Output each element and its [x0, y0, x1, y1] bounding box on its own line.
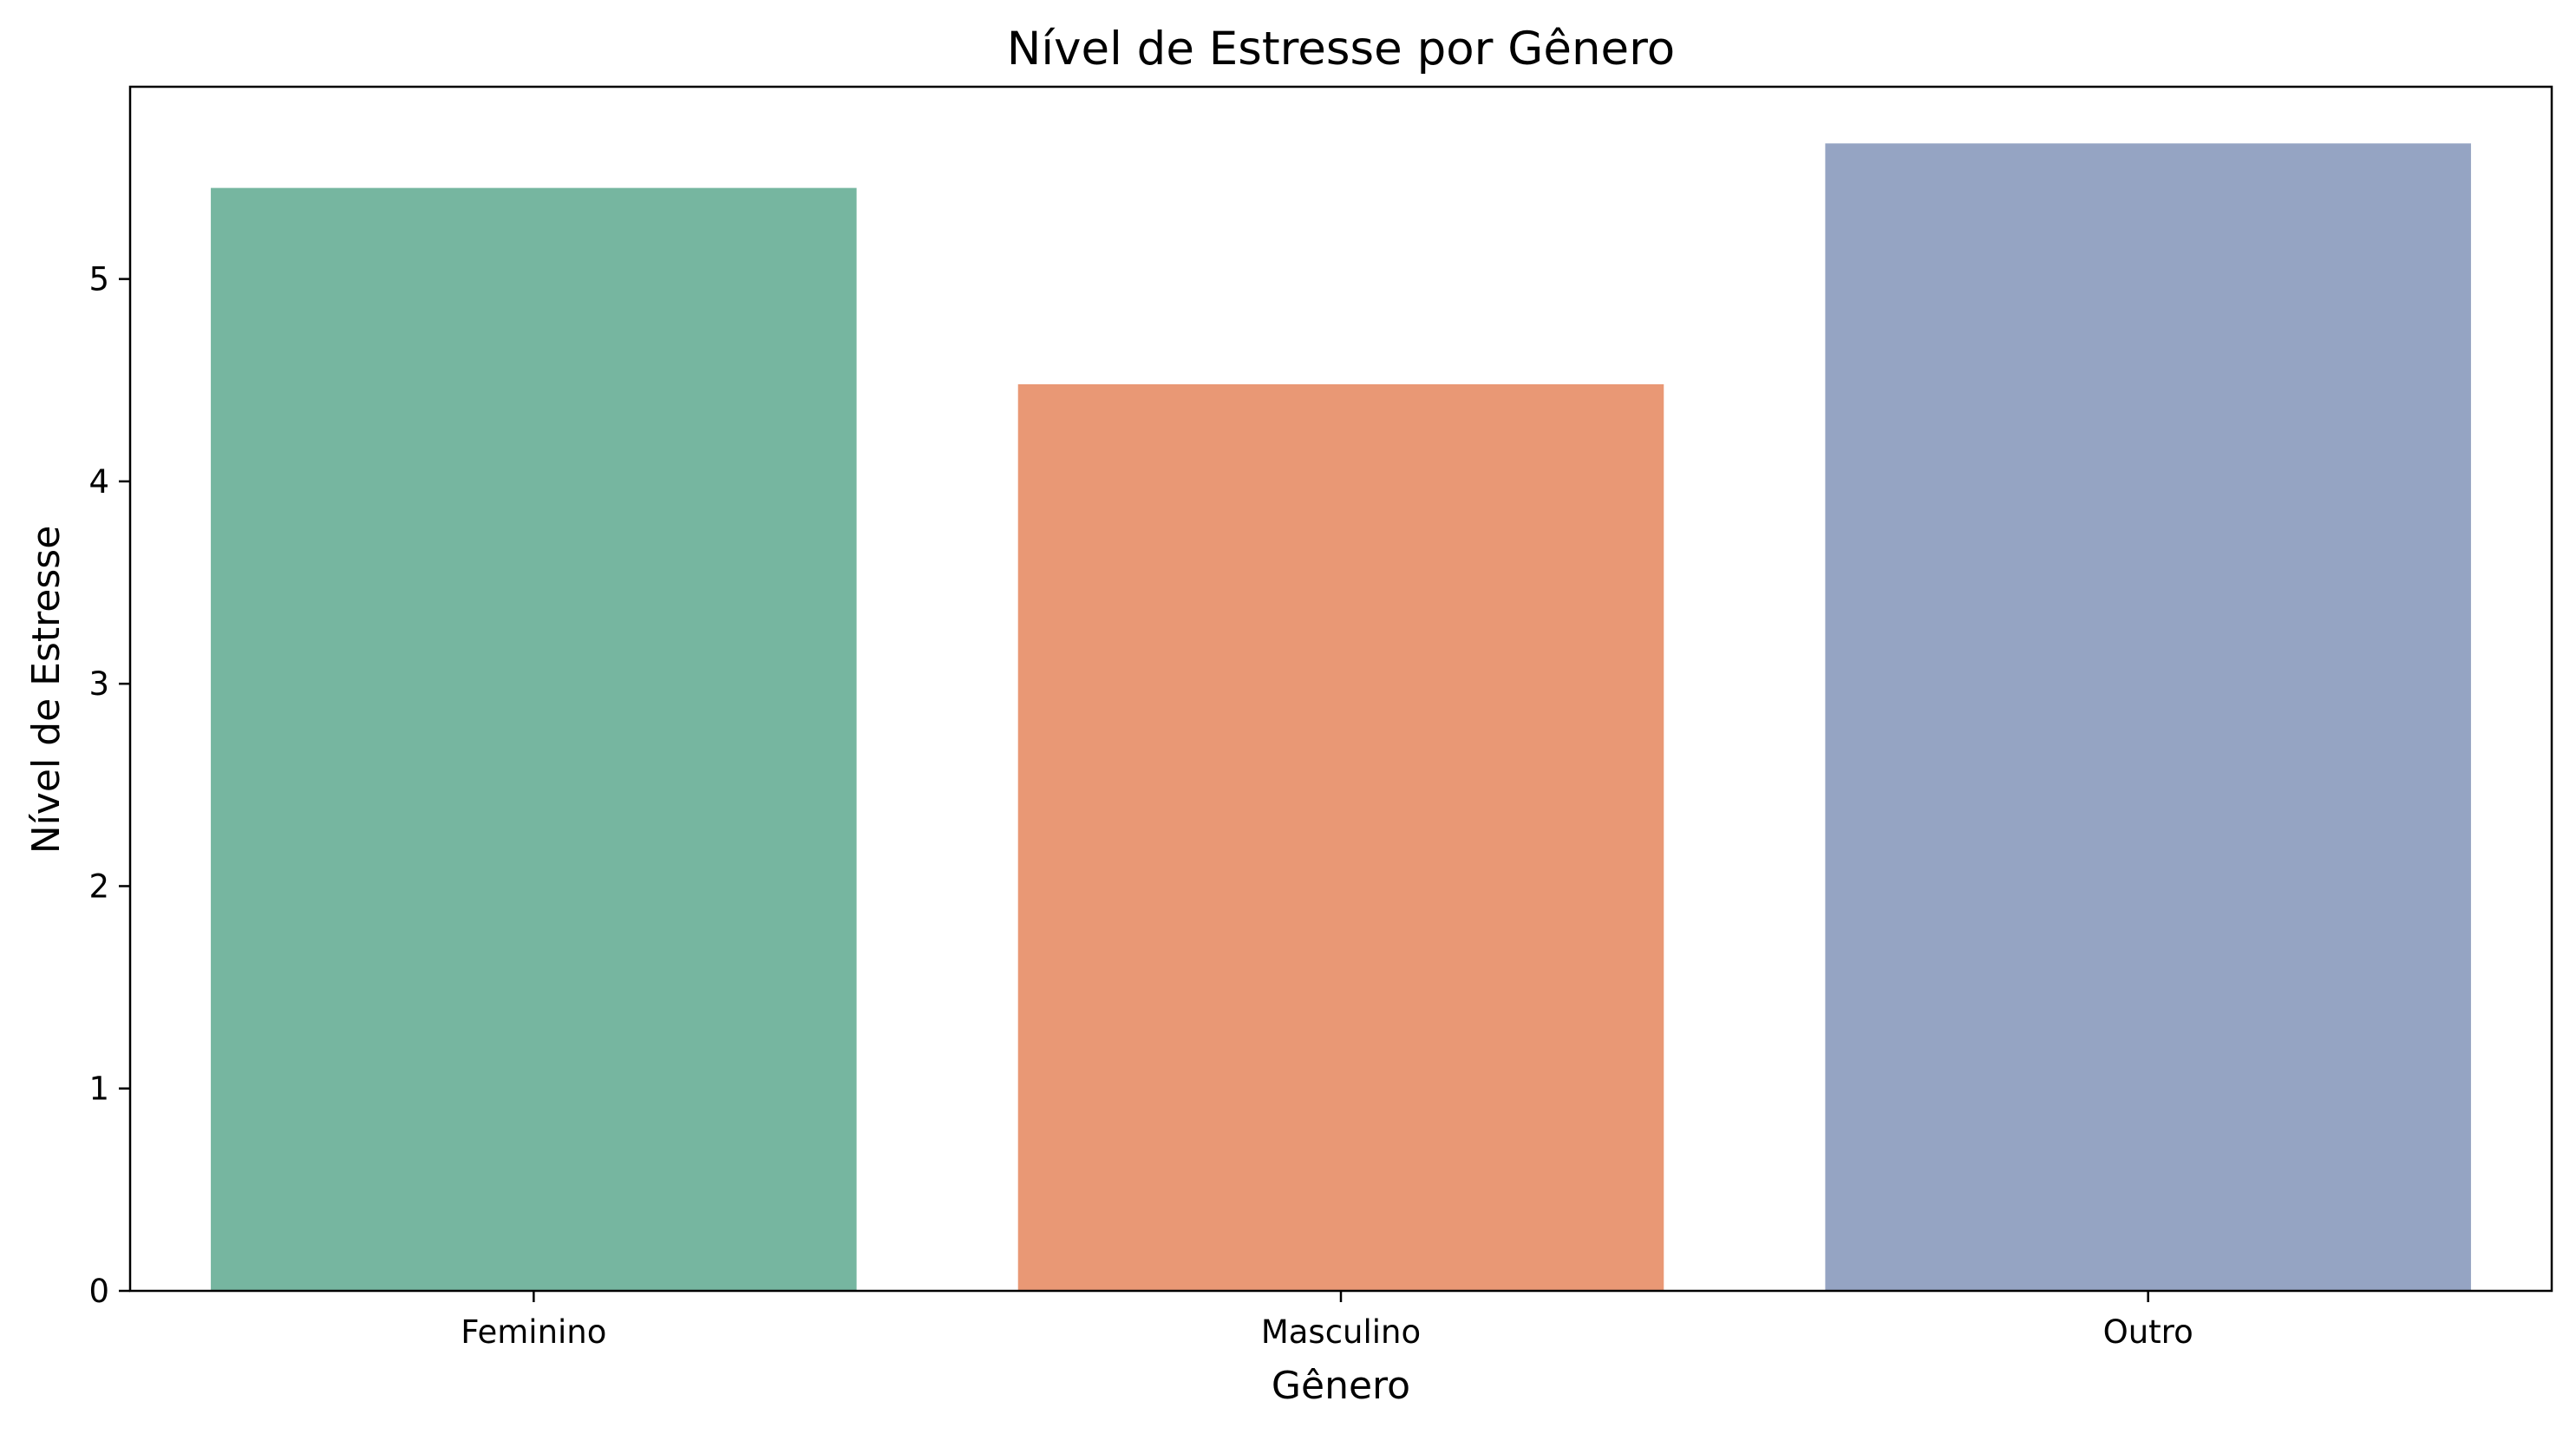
y-tick-label: 5 [88, 261, 109, 298]
y-axis-label: Nível de Estresse [24, 526, 69, 855]
bar-feminino [211, 187, 857, 1291]
y-tick-label: 3 [88, 665, 109, 703]
chart-title: Nível de Estresse por Gênero [1007, 23, 1675, 75]
x-tick-label: Feminino [461, 1313, 606, 1351]
y-tick-label: 2 [88, 868, 109, 905]
y-tick-label: 4 [88, 463, 109, 501]
x-axis-ticks: Feminino Masculino Outro [461, 1291, 2194, 1351]
x-tick-label: Outro [2103, 1313, 2194, 1351]
x-tick-label: Masculino [1261, 1313, 1421, 1351]
y-tick-label: 1 [88, 1071, 109, 1108]
y-tick-label: 0 [88, 1273, 109, 1310]
bars-layer [211, 143, 2471, 1292]
x-axis-label: Gênero [1272, 1364, 1410, 1408]
y-axis-ticks: 0 1 2 3 4 5 [88, 261, 130, 1310]
bar-masculino [1017, 383, 1664, 1292]
bar-outro [1825, 143, 2471, 1292]
